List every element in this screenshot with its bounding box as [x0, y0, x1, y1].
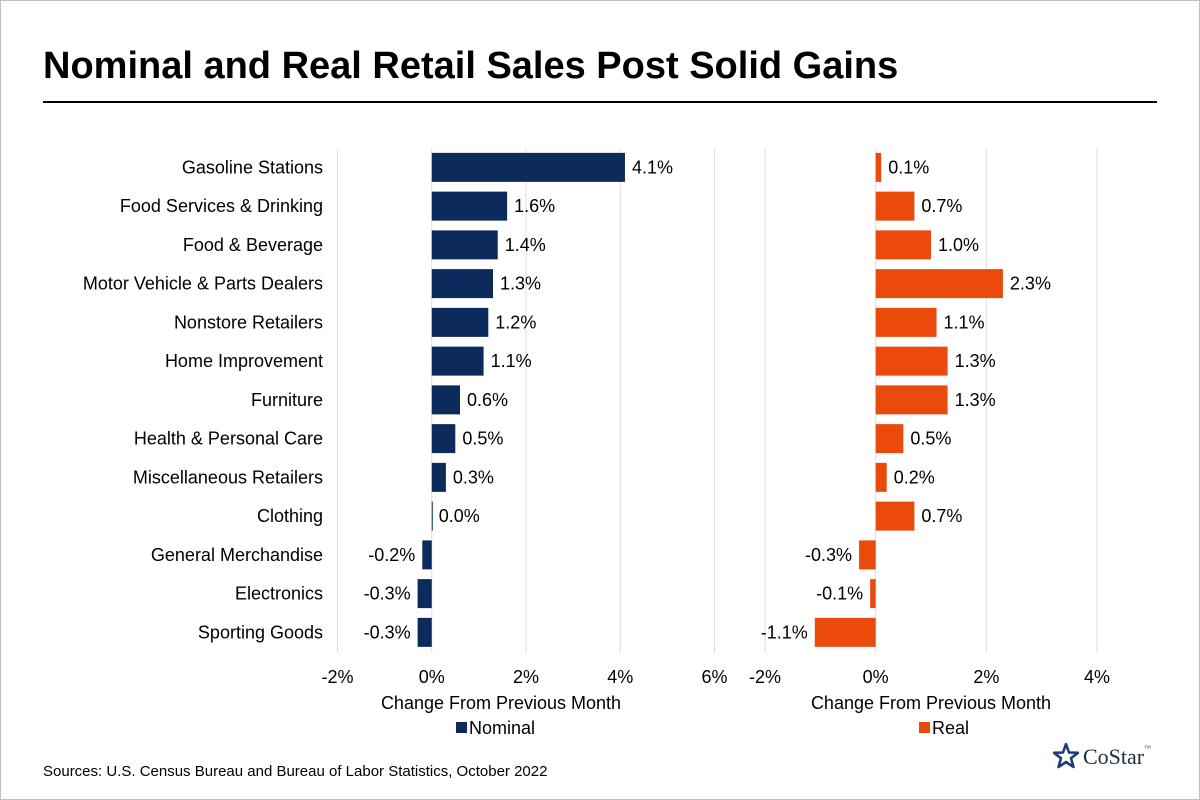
- data-label: 0.7%: [921, 506, 962, 526]
- data-label: 4.1%: [632, 157, 673, 177]
- tick-label: 4%: [607, 667, 633, 687]
- category-label: General Merchandise: [151, 545, 323, 565]
- bar: [431, 462, 446, 492]
- bar: [875, 462, 887, 492]
- bar: [875, 385, 948, 415]
- data-label: 1.4%: [505, 235, 546, 255]
- category-label: Electronics: [235, 584, 323, 604]
- costar-logo: CoStar™: [1053, 741, 1173, 773]
- bar: [431, 307, 489, 337]
- tick-label: 2%: [513, 667, 539, 687]
- data-label: 1.3%: [955, 351, 996, 371]
- bar: [431, 385, 461, 415]
- tick-label: 2%: [973, 667, 999, 687]
- tick-label: 0%: [863, 667, 889, 687]
- bar: [422, 540, 432, 570]
- bar: [417, 617, 432, 647]
- category-label: Sporting Goods: [198, 622, 323, 642]
- category-label: Miscellaneous Retailers: [133, 467, 323, 487]
- tick-label: 0%: [419, 667, 445, 687]
- title-rule: [43, 101, 1157, 103]
- data-label: 0.5%: [462, 429, 503, 449]
- legend-label: Nominal: [469, 718, 535, 738]
- data-label: 0.1%: [888, 157, 929, 177]
- data-label: 1.3%: [955, 390, 996, 410]
- data-label: 2.3%: [1010, 274, 1051, 294]
- category-label: Nonstore Retailers: [174, 312, 323, 332]
- bar: [870, 579, 876, 609]
- tick-label: 6%: [701, 667, 727, 687]
- bar: [875, 230, 931, 260]
- category-label: Home Improvement: [165, 351, 323, 371]
- data-label: 0.3%: [453, 467, 494, 487]
- data-label: 1.0%: [938, 235, 979, 255]
- bar: [431, 501, 433, 531]
- category-label: Food Services & Drinking: [120, 196, 323, 216]
- bar: [431, 269, 494, 299]
- data-label: 0.2%: [894, 467, 935, 487]
- bar: [431, 424, 456, 454]
- bar: [417, 579, 432, 609]
- data-label: 0.0%: [439, 506, 480, 526]
- bar: [875, 269, 1003, 299]
- bar: [875, 152, 882, 182]
- data-label: 1.3%: [500, 274, 541, 294]
- source-note: Sources: U.S. Census Bureau and Bureau o…: [43, 763, 548, 780]
- data-label: -0.3%: [805, 545, 852, 565]
- category-label: Health & Personal Care: [134, 429, 323, 449]
- legend-swatch: [919, 722, 930, 733]
- data-label: 1.6%: [514, 196, 555, 216]
- chart-title: Nominal and Real Retail Sales Post Solid…: [43, 45, 899, 87]
- category-label: Gasoline Stations: [182, 157, 323, 177]
- category-label: Food & Beverage: [183, 235, 323, 255]
- bar: [875, 346, 948, 376]
- category-label: Clothing: [257, 506, 323, 526]
- bar: [875, 307, 937, 337]
- tick-label: -2%: [749, 667, 781, 687]
- bar: [875, 501, 915, 531]
- category-label: Motor Vehicle & Parts Dealers: [83, 274, 323, 294]
- bar: [875, 424, 904, 454]
- legend-swatch: [456, 722, 467, 733]
- real-panel: 0.1%0.7%1.0%2.3%1.1%1.3%1.3%0.5%0.2%0.7%…: [749, 148, 1110, 738]
- legend-label: Real: [932, 718, 969, 738]
- data-label: -0.2%: [368, 545, 415, 565]
- tick-label: 4%: [1084, 667, 1110, 687]
- bar: [875, 191, 915, 221]
- category-label: Furniture: [251, 390, 323, 410]
- bar: [431, 230, 498, 260]
- nominal-panel: 4.1% 1.6% 1.4% 1.3% 1.2% 1.1% 0.6% 0.5% 0.3% 0.0%…: [321, 148, 728, 738]
- bar: [431, 152, 625, 182]
- bar: [814, 617, 876, 647]
- data-label: -1.1%: [761, 622, 808, 642]
- data-label: -0.3%: [364, 622, 411, 642]
- bar: [431, 191, 508, 221]
- costar-wordmark: CoStar™: [1083, 744, 1151, 769]
- category-labels: Gasoline Stations Food Services & Drinkin…: [83, 157, 323, 642]
- bar: [431, 346, 484, 376]
- data-label: 0.6%: [467, 390, 508, 410]
- data-label: -0.1%: [816, 584, 863, 604]
- costar-star-icon: [1053, 743, 1079, 769]
- data-label: -0.3%: [364, 584, 411, 604]
- data-label: 1.2%: [495, 312, 536, 332]
- data-label: 0.7%: [921, 196, 962, 216]
- tick-label: -2%: [321, 667, 353, 687]
- axis-title: Change From Previous Month: [381, 693, 621, 713]
- axis-title: Change From Previous Month: [811, 693, 1051, 713]
- data-label: 1.1%: [491, 351, 532, 371]
- data-label: 0.5%: [910, 429, 951, 449]
- bar: [859, 540, 876, 570]
- data-label: 1.1%: [944, 312, 985, 332]
